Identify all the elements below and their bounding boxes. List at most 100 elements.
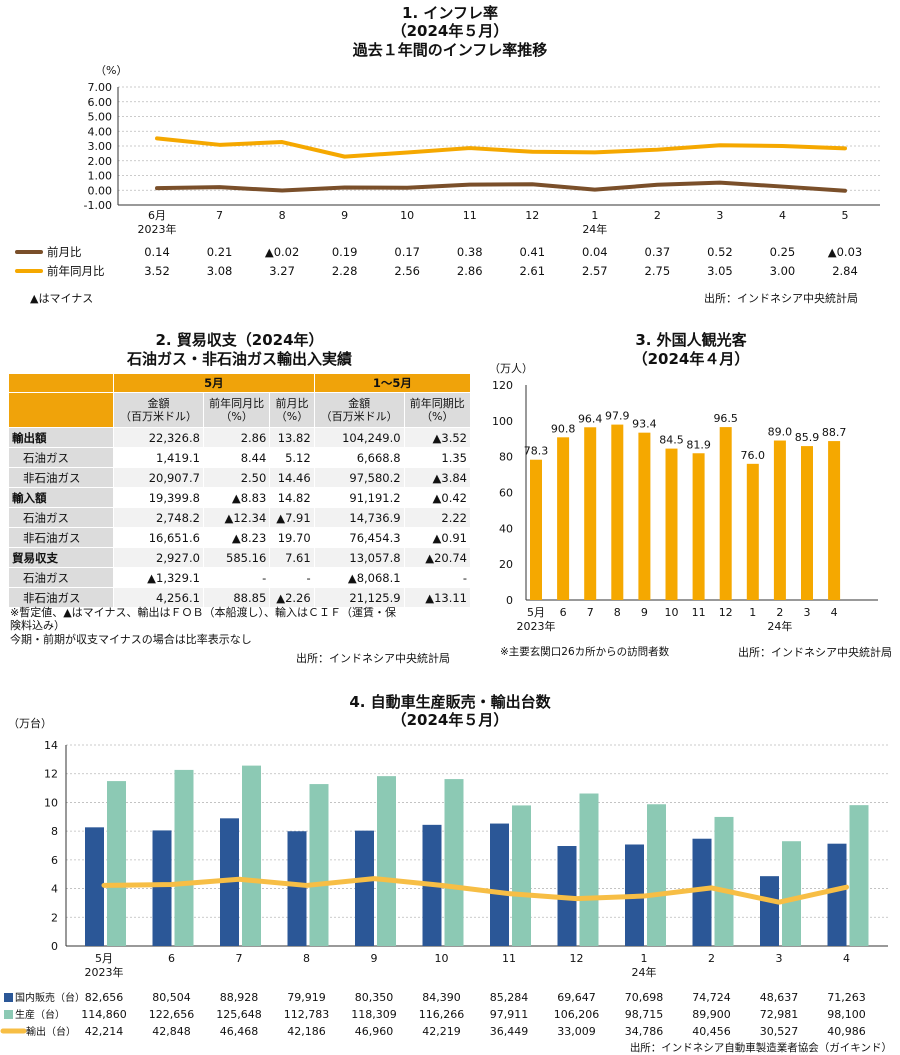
bar-value-label: 88.7	[822, 426, 847, 439]
x-tick-label: 7	[236, 952, 243, 965]
x-tick-label: 1	[749, 606, 756, 619]
legend-swatch	[4, 1010, 13, 1019]
chart1-subtitle: （2024年５月）	[391, 22, 509, 40]
table-cell: 14,736.9	[313, 507, 405, 528]
data-label: 0.04	[582, 245, 608, 259]
y-tick-label: 7.00	[88, 81, 113, 94]
row-label: 輸入額	[8, 487, 114, 508]
x-tick-label: 2	[776, 606, 783, 619]
table-cell: -	[202, 567, 271, 588]
bar	[828, 441, 841, 600]
table-row: 輸出額 22,326.8 2.86 13.82 104,249.0 ▲3.52	[8, 427, 472, 448]
bar	[773, 440, 786, 600]
data-label: ▲0.02	[265, 245, 299, 259]
data-label: 3.05	[707, 264, 733, 278]
table-row: 非石油ガス 16,651.6 ▲8.23 19.70 76,454.3 ▲0.91	[8, 527, 472, 548]
table-cell: 16,651.6	[113, 527, 204, 548]
bar-domestic	[287, 831, 307, 946]
row-label: 石油ガス	[8, 447, 114, 468]
data-label: 72,981	[760, 1008, 799, 1021]
x-tick-label: 3	[776, 952, 783, 965]
legend-label: 生産（台）	[15, 1008, 65, 1021]
x-tick-label: 7	[216, 209, 223, 222]
col-header-yoy: 前年同月比 （%）	[202, 392, 271, 428]
y-unit-label: （%）	[95, 64, 127, 77]
x-tick-label: 8	[303, 952, 310, 965]
legend-swatch	[4, 993, 13, 1002]
x-tick-label: 7	[587, 606, 594, 619]
col-header-mom: 前月比 （%）	[269, 392, 315, 428]
bar-production	[309, 784, 329, 946]
table-cell: 6,668.8	[313, 447, 405, 468]
data-label: 2.84	[832, 264, 858, 278]
x-tick-label: 9	[341, 209, 348, 222]
table-cell: 21,125.9	[313, 587, 405, 608]
data-label: 3.00	[770, 264, 796, 278]
header-blank	[8, 373, 114, 393]
table-cell: ▲3.52	[403, 427, 472, 448]
bar	[692, 453, 705, 600]
data-label: 40,986	[827, 1025, 866, 1038]
bar	[638, 432, 651, 600]
data-label: 0.19	[332, 245, 358, 259]
row-label: 非石油ガス	[8, 587, 114, 608]
table-cell: 2,748.2	[113, 507, 204, 528]
data-label: 0.21	[207, 245, 233, 259]
x-year-label: 24年	[582, 222, 607, 236]
bar-production	[107, 781, 126, 946]
x-tick-label: 12	[570, 952, 584, 965]
data-label: 2.61	[519, 264, 545, 278]
table-cell: 19.70	[269, 527, 315, 548]
data-label: 98,100	[827, 1008, 866, 1021]
data-label: 112,783	[284, 1008, 330, 1021]
data-label: 98,715	[625, 1008, 664, 1021]
bar-production	[174, 769, 194, 946]
tourist-subtitle: （2024年４月）	[632, 350, 750, 368]
tourist-title: 3. 外国人観光客	[635, 331, 747, 349]
tourist-bar-chart: （万人） 120 100 80 60 40 20 0 78.3 5月 90.8 6 96.4 7 97.9 8…	[489, 362, 892, 659]
table-cell: ▲0.91	[403, 527, 472, 548]
col-header-yoy-ytd: 前年同期比 （%）	[403, 392, 472, 428]
bar-production	[714, 816, 734, 946]
data-label: 0.14	[144, 245, 170, 259]
y-tick-label: 60	[499, 487, 513, 500]
data-label: 80,350	[355, 991, 394, 1004]
bar-production	[782, 841, 801, 946]
data-label: 2.56	[394, 264, 420, 278]
data-label: 30,527	[760, 1025, 799, 1038]
table-cell: 22,326.8	[113, 427, 204, 448]
data-label: 2.28	[332, 264, 358, 278]
data-label: 0.17	[394, 245, 420, 259]
bar-domestic	[490, 823, 509, 946]
row-label: 石油ガス	[8, 507, 114, 528]
bar-production	[579, 793, 599, 946]
table-cell: 8.44	[202, 447, 271, 468]
x-year-label: 2023年	[517, 619, 556, 633]
x-tick-label: 2	[708, 952, 715, 965]
y-tick-label: 8	[51, 825, 58, 838]
legend-label: 国内販売（台）	[15, 991, 85, 1004]
table-cell: 2.50	[202, 467, 271, 488]
auto-subtitle: （2024年５月）	[391, 711, 509, 729]
table-cell: 1,419.1	[113, 447, 204, 468]
bar	[665, 448, 678, 600]
table-cell: -	[403, 567, 472, 588]
bar-production	[647, 804, 666, 946]
col-header-amount: 金額 （百万米ドル）	[113, 392, 204, 428]
y-tick-label: 10	[44, 796, 58, 809]
data-label: 36,449	[490, 1025, 529, 1038]
bar-domestic	[152, 830, 172, 946]
bar-value-label: 89.0	[768, 426, 793, 439]
x-tick-label: 9	[641, 606, 648, 619]
bar-domestic	[760, 876, 779, 946]
x-tick-label: 3	[716, 209, 723, 222]
table-cell: 14.82	[269, 487, 315, 508]
row-label: 石油ガス	[8, 567, 114, 588]
bar-value-label: 90.8	[551, 422, 576, 435]
table-cell: 585.16	[202, 547, 271, 568]
data-label: 114,860	[81, 1008, 127, 1021]
data-label: 85,284	[490, 991, 529, 1004]
table-cell: 2.22	[403, 507, 472, 528]
trade-title: 2. 貿易収支（2024年）	[155, 331, 324, 349]
table-cell: 76,454.3	[313, 527, 405, 548]
